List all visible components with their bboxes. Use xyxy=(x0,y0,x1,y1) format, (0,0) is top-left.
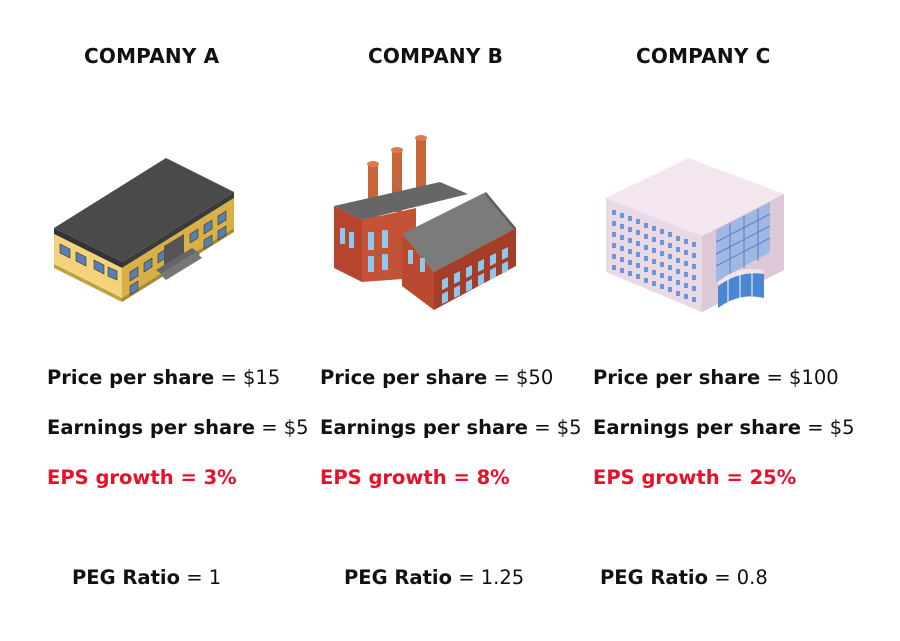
company-a-eps-row: Earnings per share = $5 xyxy=(47,416,309,439)
eps-label: Earnings per share xyxy=(593,416,801,439)
growth-value: 25% xyxy=(749,466,797,489)
company-b-price-row: Price per share = $50 xyxy=(320,366,553,389)
growth-label: EPS growth xyxy=(320,466,447,489)
school-building-icon xyxy=(54,158,234,302)
price-label: Price per share xyxy=(47,366,215,389)
eps-label: Earnings per share xyxy=(320,416,528,439)
eps-value: $5 xyxy=(829,416,855,439)
equals-sign: = xyxy=(714,566,731,589)
company-a-growth-row: EPS growth = 3% xyxy=(47,466,237,489)
growth-label: EPS growth xyxy=(593,466,720,489)
price-value: $100 xyxy=(789,366,839,389)
company-c-growth-row: EPS growth = 25% xyxy=(593,466,796,489)
company-a-price-row: Price per share = $15 xyxy=(47,366,280,389)
equals-sign: = xyxy=(261,416,278,439)
price-value: $50 xyxy=(516,366,554,389)
company-a-peg-row: PEG Ratio = 1 xyxy=(72,566,221,589)
equals-sign: = xyxy=(186,566,203,589)
equals-sign: = xyxy=(220,366,237,389)
growth-value: 8% xyxy=(476,466,510,489)
company-c-eps-row: Earnings per share = $5 xyxy=(593,416,855,439)
peg-value: 0.8 xyxy=(736,566,768,589)
factory-icon xyxy=(334,135,516,310)
price-label: Price per share xyxy=(593,366,761,389)
equals-sign: = xyxy=(534,416,551,439)
peg-label: PEG Ratio xyxy=(344,566,452,589)
peg-value: 1 xyxy=(208,566,222,589)
price-label: Price per share xyxy=(320,366,488,389)
company-b-title: COMPANY B xyxy=(368,44,504,68)
equals-sign: = xyxy=(766,366,783,389)
company-c-title: COMPANY C xyxy=(636,44,771,68)
equals-sign: = xyxy=(453,466,470,489)
equals-sign: = xyxy=(726,466,743,489)
peg-value: 1.25 xyxy=(480,566,525,589)
growth-label: EPS growth xyxy=(47,466,174,489)
equals-sign: = xyxy=(807,416,824,439)
eps-label: Earnings per share xyxy=(47,416,255,439)
company-a-title: COMPANY A xyxy=(84,44,220,68)
eps-value: $5 xyxy=(556,416,582,439)
eps-value: $5 xyxy=(283,416,309,439)
office-building-icon xyxy=(606,158,784,312)
company-c-price-row: Price per share = $100 xyxy=(593,366,839,389)
equals-sign: = xyxy=(180,466,197,489)
price-value: $15 xyxy=(243,366,281,389)
peg-label: PEG Ratio xyxy=(600,566,708,589)
company-c-peg-row: PEG Ratio = 0.8 xyxy=(600,566,768,589)
company-b-peg-row: PEG Ratio = 1.25 xyxy=(344,566,524,589)
peg-label: PEG Ratio xyxy=(72,566,180,589)
growth-value: 3% xyxy=(203,466,237,489)
company-b-growth-row: EPS growth = 8% xyxy=(320,466,510,489)
equals-sign: = xyxy=(458,566,475,589)
company-b-eps-row: Earnings per share = $5 xyxy=(320,416,582,439)
equals-sign: = xyxy=(493,366,510,389)
